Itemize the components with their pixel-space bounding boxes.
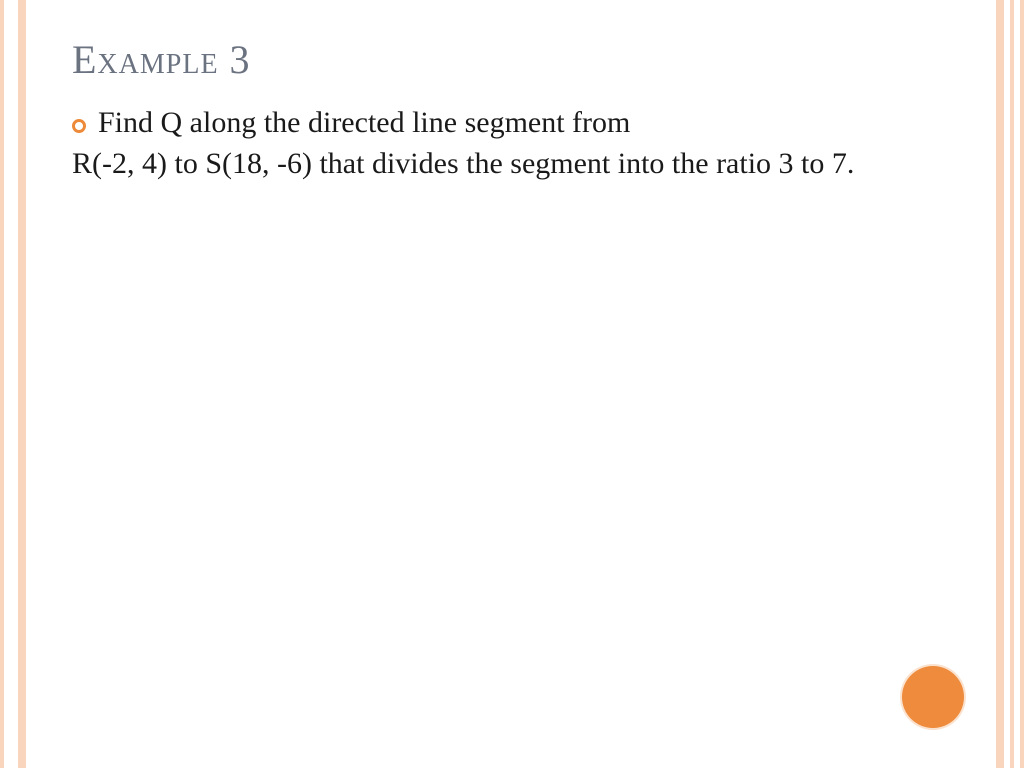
slide-title: Example 3 xyxy=(72,36,964,83)
right-border-outer xyxy=(1020,0,1024,768)
bullet-text: Find Q along the directed line segment f… xyxy=(98,103,630,144)
right-border-mid xyxy=(1010,0,1014,768)
continuation-text: R(-2, 4) to S(18, -6) that divides the s… xyxy=(72,144,964,185)
bullet-ring-icon xyxy=(72,119,86,133)
corner-circle-icon xyxy=(902,666,964,728)
slide-content: Example 3 Find Q along the directed line… xyxy=(72,36,964,184)
slide-body: Find Q along the directed line segment f… xyxy=(72,103,964,184)
left-border-outer xyxy=(0,0,4,768)
bullet-item: Find Q along the directed line segment f… xyxy=(72,103,964,144)
right-border-inner xyxy=(996,0,1004,768)
left-border-inner xyxy=(18,0,26,768)
